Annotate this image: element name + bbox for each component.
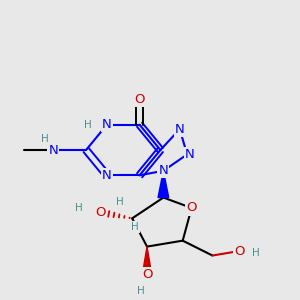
- Text: O: O: [234, 244, 244, 258]
- Text: H: H: [252, 248, 260, 257]
- Text: N: N: [158, 164, 168, 177]
- Text: H: H: [131, 222, 139, 232]
- Text: N: N: [175, 123, 184, 136]
- Text: O: O: [134, 93, 145, 106]
- Polygon shape: [158, 171, 169, 198]
- Text: H: H: [40, 134, 48, 144]
- Text: H: H: [137, 286, 145, 296]
- Text: N: N: [185, 148, 195, 161]
- Text: O: O: [96, 206, 106, 219]
- Text: H: H: [116, 197, 124, 207]
- Text: H: H: [75, 203, 83, 213]
- Polygon shape: [142, 247, 152, 275]
- Text: N: N: [102, 169, 112, 182]
- Text: N: N: [102, 118, 112, 131]
- Text: O: O: [186, 202, 197, 214]
- Text: O: O: [142, 268, 152, 281]
- Text: N: N: [49, 143, 58, 157]
- Text: H: H: [84, 120, 92, 130]
